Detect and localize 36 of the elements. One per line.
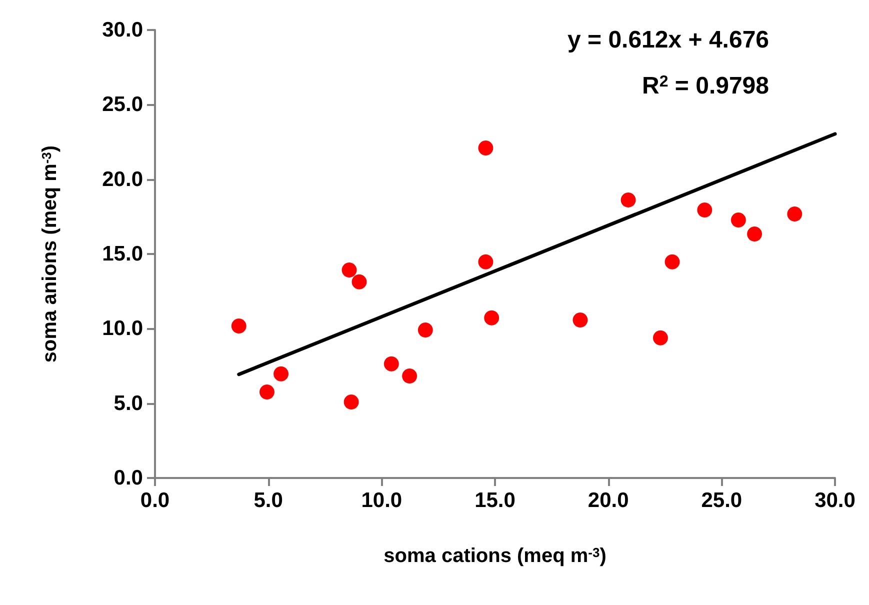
point: [572, 312, 588, 328]
point: [730, 212, 746, 228]
point: [231, 318, 246, 334]
x-tick-label: 20.0: [588, 489, 629, 512]
point: [484, 310, 500, 326]
point: [342, 262, 357, 278]
x-tick-label: 25.0: [701, 489, 742, 512]
y-tick-label: 20.0: [102, 168, 143, 191]
x-tick-label: 10.0: [361, 489, 402, 512]
point: [274, 366, 289, 382]
point: [352, 274, 367, 290]
point: [478, 254, 494, 270]
y-tick-label: 5.0: [114, 392, 143, 415]
y-tick-label: 0.0: [114, 466, 143, 490]
y-tick-label: 10.0: [102, 317, 143, 340]
x-tick-label: 5.0: [254, 489, 283, 512]
point: [402, 368, 418, 384]
y-tick-label: 15.0: [102, 242, 143, 266]
y-axis-title: soma anions (meq m-3): [39, 145, 61, 363]
point: [384, 356, 399, 372]
x-tick-label: 15.0: [474, 489, 516, 512]
point: [620, 192, 636, 208]
point: [652, 330, 668, 346]
y-tick-label: 25.0: [102, 93, 143, 116]
annotation: y = 0.612x + 4.676: [567, 26, 769, 54]
x-tick-label: 0.0: [140, 489, 170, 512]
x-tick-label: 30.0: [814, 489, 856, 512]
point: [787, 206, 802, 222]
point: [747, 226, 762, 242]
point: [697, 202, 712, 218]
point: [478, 140, 494, 156]
point: [344, 394, 359, 410]
y-tick-label: 30.0: [102, 18, 143, 42]
point: [418, 322, 433, 338]
point: [259, 384, 274, 400]
point: [664, 254, 680, 270]
